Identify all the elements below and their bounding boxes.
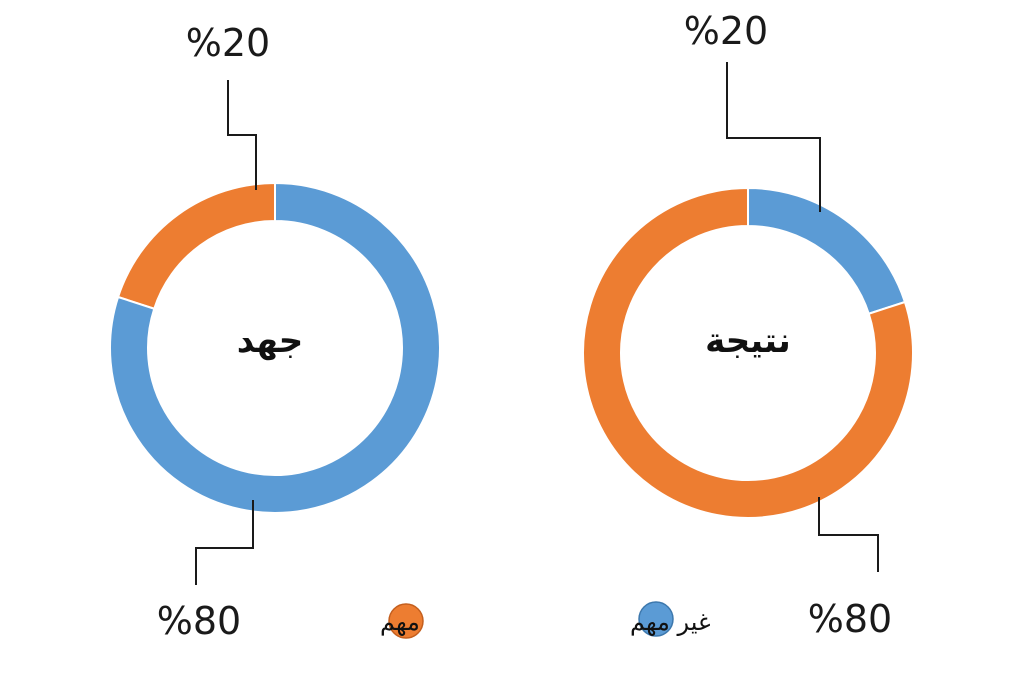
legend-marker-not-important	[638, 601, 674, 637]
donut-result-slice-2	[582, 186, 914, 519]
donut-effort-slices	[109, 181, 441, 514]
data-label-effort-20: %20	[186, 21, 270, 65]
data-label-result-20: %20	[684, 9, 768, 53]
donut-effort-slice-1	[116, 181, 276, 311]
leader-line-effort-20	[227, 80, 257, 190]
donut-effort: جهد %20 %80	[109, 21, 441, 643]
donut-result-slices	[582, 186, 914, 519]
legend-marker-important	[388, 603, 424, 639]
data-label-effort-80: %80	[157, 599, 241, 643]
donut-effort-slice-2	[109, 181, 441, 514]
donut-effort-center-label: جهد	[237, 321, 304, 361]
data-label-result-80: %80	[808, 597, 892, 641]
legend: مهم غير مهم	[380, 601, 711, 639]
donut-result-slice-1	[747, 186, 907, 316]
donut-result: نتيجة %20 %80	[582, 9, 914, 641]
legend-label-not-important: غير مهم	[630, 608, 711, 636]
donut-result-center-label: نتيجة	[705, 321, 791, 361]
legend-label-important: مهم	[380, 608, 420, 636]
leader-line-effort-80	[195, 500, 254, 585]
leader-line-result-20	[726, 62, 821, 212]
leader-line-result-80	[818, 497, 879, 572]
